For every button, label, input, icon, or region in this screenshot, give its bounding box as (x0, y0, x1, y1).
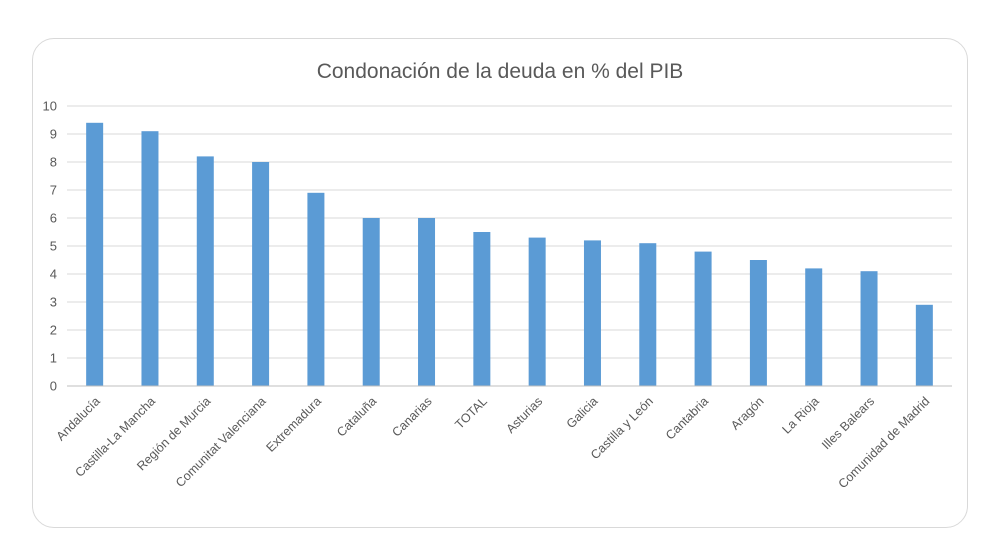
y-tick-label: 9 (50, 127, 57, 142)
y-tick-label: 4 (50, 267, 57, 282)
bar (86, 122, 104, 387)
y-tick-label: 10 (43, 99, 57, 114)
bar (860, 271, 878, 386)
chart-title: Condonación de la deuda en % del PIB (317, 60, 684, 83)
x-category-label: Extremadura (264, 394, 325, 455)
x-category-label: Andalucía (54, 394, 103, 443)
x-category-label: Canarias (389, 394, 434, 439)
bars (86, 122, 933, 387)
x-category-label: Comunidad de Madrid (836, 394, 933, 491)
gridlines (67, 105, 952, 359)
y-tick-label: 1 (50, 351, 57, 366)
x-category-label: TOTAL (452, 394, 490, 432)
y-tick-label: 2 (50, 323, 57, 338)
y-tick-label: 6 (50, 211, 57, 226)
bar (362, 218, 380, 386)
x-category-label: Comunitat Valenciana (173, 394, 269, 490)
bar (749, 260, 767, 386)
bar (141, 131, 159, 386)
x-category-label: Aragón (728, 394, 766, 432)
y-tick-label: 8 (50, 155, 57, 170)
y-axis-ticks: 0 1 2 3 4 5 6 7 8 9 10 (43, 99, 57, 394)
y-tick-label: 5 (50, 239, 57, 254)
bar (418, 218, 436, 386)
bar (805, 268, 823, 386)
bar (307, 192, 325, 386)
x-category-label: Asturias (503, 394, 545, 436)
y-tick-label: 0 (50, 379, 57, 394)
y-tick-label: 3 (50, 295, 57, 310)
x-category-label: La Rioja (780, 394, 822, 436)
bar (639, 243, 657, 386)
bar (473, 232, 491, 386)
y-tick-label: 7 (50, 183, 57, 198)
bar (528, 237, 546, 386)
bar (694, 251, 712, 386)
x-category-label: Cataluña (334, 394, 379, 439)
bar (915, 304, 933, 386)
x-category-label: Galicia (564, 394, 601, 431)
bar (252, 162, 270, 386)
x-category-label: Illes Balears (819, 394, 877, 452)
x-category-label: Cantabria (663, 394, 711, 442)
bar (583, 240, 601, 386)
bar (196, 156, 214, 386)
